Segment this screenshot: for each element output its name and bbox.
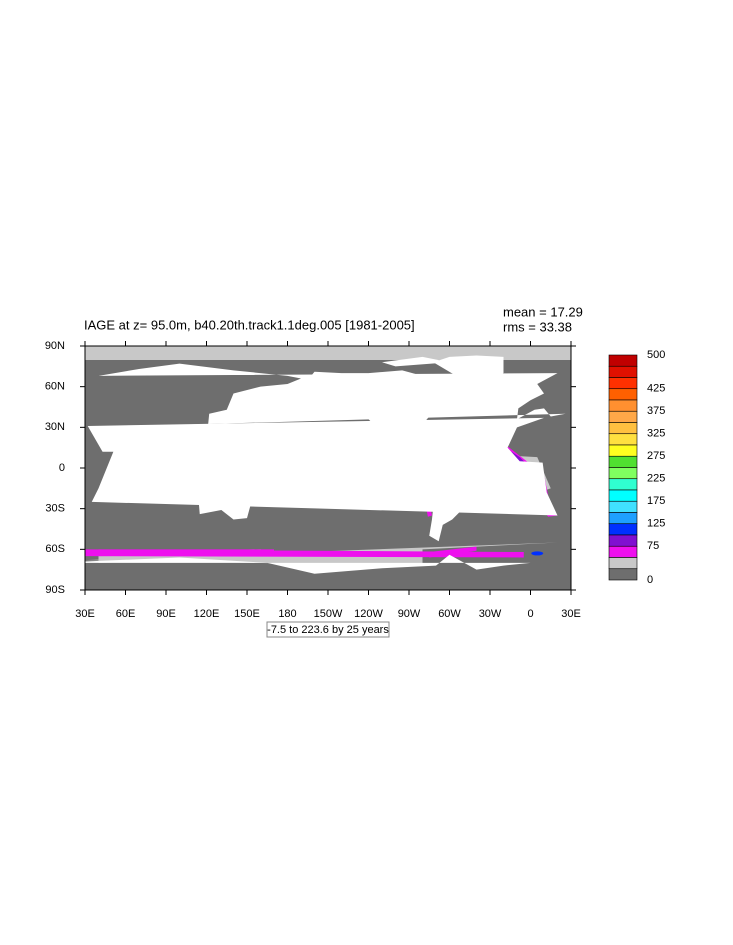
colorbar-label: 500 bbox=[647, 349, 665, 361]
colorbar-box bbox=[608, 523, 638, 536]
colorbar-label: 375 bbox=[647, 405, 665, 417]
colorbar-box bbox=[608, 478, 638, 491]
tongue bbox=[85, 549, 524, 558]
colorbar-box bbox=[608, 500, 638, 513]
lon-tick-label: 0 bbox=[527, 608, 533, 620]
lat-tick-label: 90S bbox=[45, 584, 65, 596]
land bbox=[382, 356, 450, 367]
land bbox=[91, 363, 566, 458]
lon-tick-label: 60W bbox=[438, 608, 461, 620]
lon-tick-label: 180 bbox=[278, 608, 296, 620]
colorbar-box bbox=[608, 557, 638, 570]
lat-tick-label: 60S bbox=[45, 543, 65, 555]
colorbar-box bbox=[608, 455, 638, 468]
colorbar-label: 425 bbox=[647, 383, 665, 395]
lon-tick-label: 30E bbox=[561, 608, 581, 620]
contour-note: -7.5 to 223.6 by 25 years bbox=[267, 624, 389, 636]
colorbar-box bbox=[608, 489, 638, 502]
land bbox=[421, 454, 484, 542]
colorbar-box bbox=[608, 444, 638, 457]
land bbox=[103, 485, 112, 502]
colorbar-label: 275 bbox=[647, 450, 665, 462]
lon-tick-label: 150W bbox=[314, 608, 343, 620]
colorbar-box bbox=[608, 365, 638, 378]
land bbox=[85, 554, 531, 590]
colorbar-box bbox=[608, 467, 638, 480]
land bbox=[172, 461, 247, 481]
land bbox=[198, 482, 252, 520]
lon-tick-label: 30E bbox=[75, 608, 95, 620]
lat-tick-label: 30S bbox=[45, 503, 65, 515]
colorbar-label: 325 bbox=[647, 428, 665, 440]
colorbar-box bbox=[608, 354, 638, 367]
lat-tick-label: 90N bbox=[45, 340, 65, 352]
colorbar-box bbox=[608, 512, 638, 525]
lon-tick-label: 120W bbox=[354, 608, 383, 620]
colorbar-label: 0 bbox=[647, 574, 653, 586]
note-box bbox=[266, 621, 390, 638]
colorbar-label: 125 bbox=[647, 518, 665, 530]
lon-tick-label: 150E bbox=[234, 608, 260, 620]
land bbox=[307, 370, 457, 458]
lon-tick-label: 90E bbox=[156, 608, 176, 620]
lat-tick-label: 0 bbox=[59, 462, 65, 474]
colorbar-box bbox=[608, 433, 638, 446]
colorbar-box bbox=[608, 534, 638, 547]
tongue bbox=[531, 551, 544, 556]
mean-stat: mean = 17.29 bbox=[503, 304, 583, 319]
lat-tick-label: 60N bbox=[45, 381, 65, 393]
colorbar-box bbox=[608, 545, 638, 558]
colorbar-box bbox=[608, 377, 638, 390]
lat-tick-label: 30N bbox=[45, 421, 65, 433]
colorbar-box bbox=[608, 568, 638, 581]
lon-tick-label: 90W bbox=[398, 608, 421, 620]
lon-tick-label: 30W bbox=[479, 608, 502, 620]
arctic-shelf bbox=[85, 346, 571, 360]
colorbar-box bbox=[608, 410, 638, 423]
rms-stat: rms = 33.38 bbox=[503, 319, 572, 334]
colorbar-label: 75 bbox=[647, 540, 659, 552]
colorbar-label: 225 bbox=[647, 473, 665, 485]
lon-tick-label: 120E bbox=[194, 608, 220, 620]
colorbar-box bbox=[608, 399, 638, 412]
colorbar-label: 175 bbox=[647, 495, 665, 507]
land bbox=[433, 355, 504, 387]
map-title: IAGE at z= 95.0m, b40.20th.track1.1deg.0… bbox=[84, 317, 415, 332]
colorbar-box bbox=[608, 388, 638, 401]
lon-tick-label: 60E bbox=[116, 608, 136, 620]
colorbar-box bbox=[608, 422, 638, 435]
